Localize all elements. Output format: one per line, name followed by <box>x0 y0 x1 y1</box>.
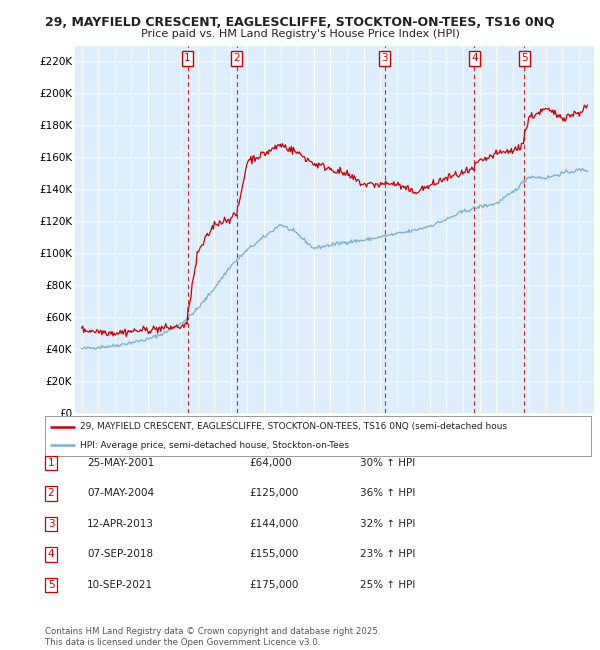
Text: £175,000: £175,000 <box>249 580 298 590</box>
Text: 36% ↑ HPI: 36% ↑ HPI <box>360 488 415 499</box>
Text: 1: 1 <box>184 53 191 63</box>
Text: 2: 2 <box>47 488 55 499</box>
Text: 29, MAYFIELD CRESCENT, EAGLESCLIFFE, STOCKTON-ON-TEES, TS16 0NQ: 29, MAYFIELD CRESCENT, EAGLESCLIFFE, STO… <box>45 16 555 29</box>
Text: 2: 2 <box>233 53 240 63</box>
Text: 5: 5 <box>47 580 55 590</box>
Text: 07-SEP-2018: 07-SEP-2018 <box>87 549 153 560</box>
Text: £144,000: £144,000 <box>249 519 298 529</box>
Text: 3: 3 <box>47 519 55 529</box>
Text: 07-MAY-2004: 07-MAY-2004 <box>87 488 154 499</box>
Text: 25-MAY-2001: 25-MAY-2001 <box>87 458 154 468</box>
Text: 10-SEP-2021: 10-SEP-2021 <box>87 580 153 590</box>
Text: 32% ↑ HPI: 32% ↑ HPI <box>360 519 415 529</box>
Text: HPI: Average price, semi-detached house, Stockton-on-Tees: HPI: Average price, semi-detached house,… <box>80 441 349 450</box>
Text: 3: 3 <box>382 53 388 63</box>
Text: 4: 4 <box>471 53 478 63</box>
Text: 1: 1 <box>47 458 55 468</box>
Text: Contains HM Land Registry data © Crown copyright and database right 2025.
This d: Contains HM Land Registry data © Crown c… <box>45 627 380 647</box>
Text: 29, MAYFIELD CRESCENT, EAGLESCLIFFE, STOCKTON-ON-TEES, TS16 0NQ (semi-detached h: 29, MAYFIELD CRESCENT, EAGLESCLIFFE, STO… <box>80 422 508 432</box>
Text: 4: 4 <box>47 549 55 560</box>
Text: 30% ↑ HPI: 30% ↑ HPI <box>360 458 415 468</box>
Text: 23% ↑ HPI: 23% ↑ HPI <box>360 549 415 560</box>
Text: Price paid vs. HM Land Registry's House Price Index (HPI): Price paid vs. HM Land Registry's House … <box>140 29 460 38</box>
Text: £64,000: £64,000 <box>249 458 292 468</box>
Text: 25% ↑ HPI: 25% ↑ HPI <box>360 580 415 590</box>
Text: 12-APR-2013: 12-APR-2013 <box>87 519 154 529</box>
Text: £125,000: £125,000 <box>249 488 298 499</box>
Text: £155,000: £155,000 <box>249 549 298 560</box>
Text: 5: 5 <box>521 53 527 63</box>
